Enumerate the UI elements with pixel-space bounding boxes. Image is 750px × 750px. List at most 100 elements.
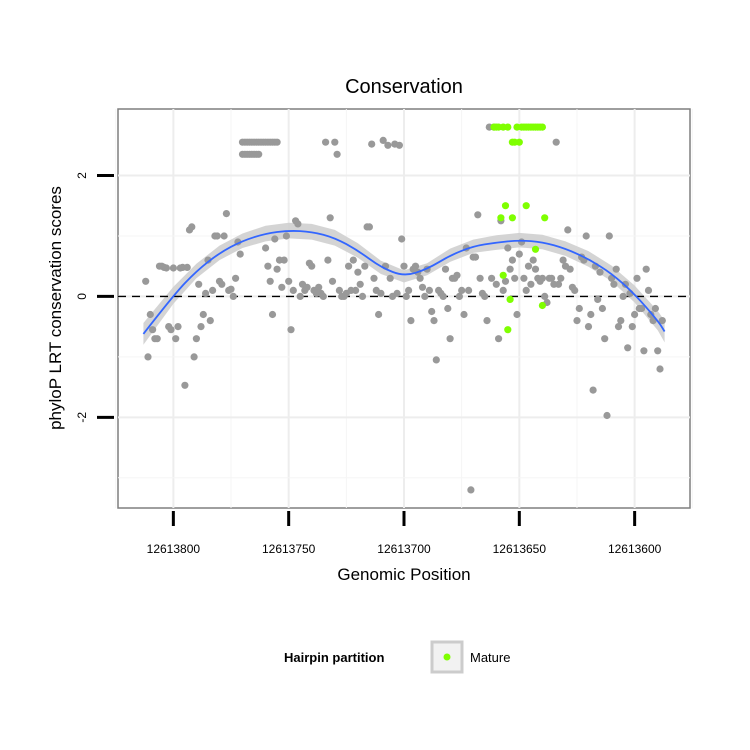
point-other bbox=[425, 286, 433, 294]
point-other bbox=[501, 277, 510, 285]
point-other bbox=[264, 262, 272, 270]
point-other bbox=[651, 304, 660, 313]
point-other bbox=[416, 274, 424, 282]
point-other bbox=[162, 264, 170, 272]
point-other bbox=[188, 223, 196, 231]
legend-key-mature-dot bbox=[443, 653, 451, 661]
point-mature bbox=[499, 271, 507, 279]
point-other bbox=[361, 262, 369, 270]
point-other bbox=[541, 292, 549, 300]
point-other bbox=[582, 232, 590, 240]
chart-title: Conservation bbox=[345, 76, 463, 98]
point-other bbox=[518, 238, 526, 246]
point-other bbox=[446, 335, 454, 343]
point-other bbox=[467, 486, 475, 494]
point-other bbox=[529, 256, 537, 264]
point-other bbox=[647, 310, 655, 319]
point-other bbox=[554, 280, 563, 288]
point-other bbox=[326, 214, 334, 222]
point-other bbox=[144, 353, 152, 361]
point-other bbox=[167, 326, 175, 334]
point-other bbox=[654, 347, 662, 355]
point-other bbox=[407, 317, 415, 325]
point-mature bbox=[506, 295, 514, 303]
point-other bbox=[658, 317, 666, 325]
point-other bbox=[236, 250, 244, 258]
point-other bbox=[441, 265, 450, 273]
point-other bbox=[481, 292, 489, 300]
point-other bbox=[349, 256, 357, 264]
point-other bbox=[524, 262, 533, 270]
point-other bbox=[352, 286, 360, 294]
point-other bbox=[331, 138, 339, 146]
point-other bbox=[492, 280, 500, 288]
point-other bbox=[398, 235, 406, 243]
point-mature bbox=[504, 326, 512, 334]
point-other bbox=[465, 286, 473, 294]
point-other bbox=[262, 244, 270, 252]
point-other bbox=[322, 138, 330, 146]
point-other bbox=[511, 274, 519, 282]
point-other bbox=[506, 265, 514, 273]
point-other bbox=[227, 285, 235, 293]
point-other bbox=[444, 304, 452, 313]
point-other bbox=[169, 264, 177, 272]
point-other bbox=[619, 292, 627, 300]
point-mature bbox=[497, 214, 505, 222]
point-mature bbox=[538, 301, 547, 310]
point-other bbox=[183, 263, 191, 271]
point-other bbox=[280, 256, 288, 264]
point-other bbox=[218, 280, 226, 288]
point-other bbox=[594, 295, 602, 303]
point-other bbox=[365, 223, 373, 231]
point-other bbox=[504, 244, 512, 252]
point-other bbox=[315, 283, 323, 291]
point-other bbox=[548, 274, 556, 282]
point-other bbox=[393, 289, 401, 297]
point-other bbox=[142, 277, 150, 285]
point-other bbox=[515, 250, 523, 258]
point-other bbox=[605, 232, 613, 240]
point-other bbox=[192, 335, 200, 343]
point-other bbox=[213, 232, 221, 240]
x-tick-label: 12613600 bbox=[608, 542, 662, 556]
x-axis: 12613800 12613750 12613700 12613650 12613600… bbox=[147, 511, 662, 584]
point-other bbox=[520, 274, 528, 282]
point-mature bbox=[508, 214, 516, 222]
point-other bbox=[324, 256, 332, 264]
x-tick-label: 12613700 bbox=[377, 542, 431, 556]
point-other bbox=[287, 326, 295, 334]
point-other bbox=[195, 280, 203, 288]
point-other bbox=[395, 141, 403, 149]
point-other bbox=[656, 365, 664, 373]
point-other bbox=[354, 268, 362, 276]
point-other bbox=[596, 268, 604, 276]
point-other bbox=[589, 386, 597, 394]
point-other bbox=[538, 274, 547, 282]
point-other bbox=[640, 347, 648, 355]
point-other bbox=[421, 292, 429, 300]
point-other bbox=[282, 232, 290, 240]
point-other bbox=[430, 317, 438, 325]
point-other bbox=[294, 220, 302, 228]
point-mature bbox=[504, 123, 512, 131]
point-other bbox=[273, 265, 281, 273]
point-other bbox=[513, 310, 521, 319]
point-other bbox=[495, 335, 503, 343]
point-other bbox=[603, 411, 611, 420]
point-other bbox=[333, 150, 341, 158]
point-other bbox=[458, 286, 466, 294]
point-other bbox=[358, 292, 367, 300]
point-other bbox=[617, 317, 625, 325]
point-other bbox=[296, 292, 304, 300]
plot-panel bbox=[115, 108, 693, 509]
point-other bbox=[375, 310, 383, 319]
point-other bbox=[439, 292, 447, 300]
point-other bbox=[335, 286, 343, 294]
point-other bbox=[271, 235, 279, 243]
y-tick-label: 0 bbox=[75, 293, 89, 300]
point-other bbox=[345, 262, 353, 270]
point-other bbox=[328, 277, 337, 285]
point-other bbox=[584, 323, 593, 331]
